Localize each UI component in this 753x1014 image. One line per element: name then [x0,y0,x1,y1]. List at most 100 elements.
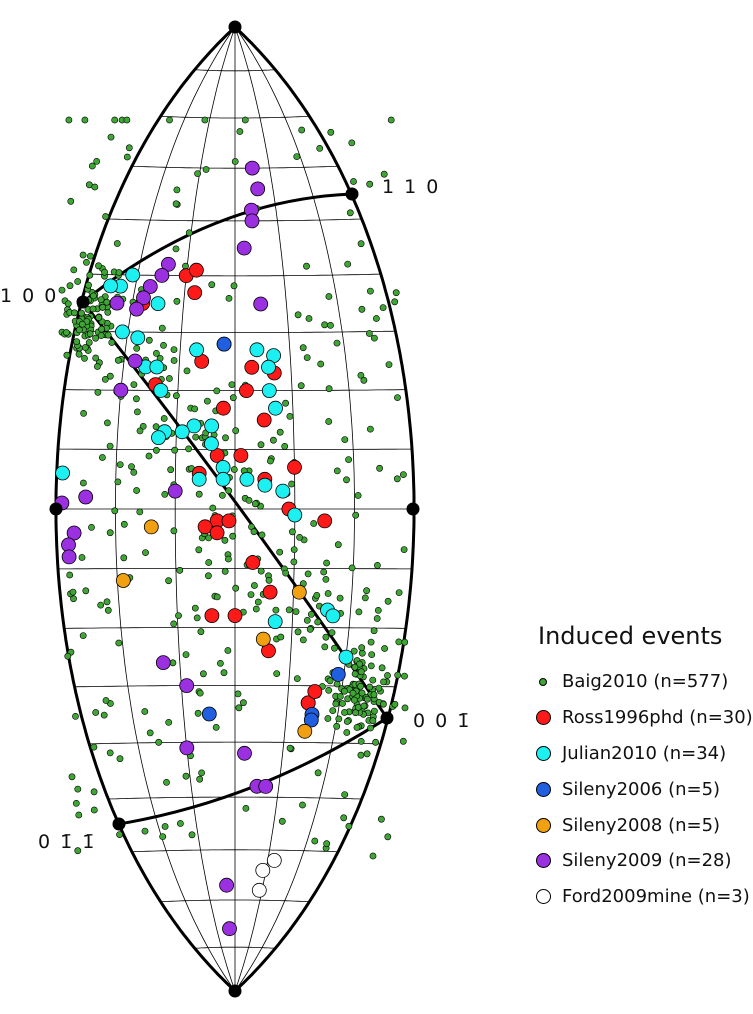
baig2010-point [80,409,87,417]
sileny2009-point [219,877,235,893]
baig2010-point [325,418,333,425]
baig2010-point [176,820,184,827]
baig2010-point [78,309,85,317]
baig2010-point [316,144,324,152]
sileny2009-point [61,549,77,565]
ford2009mine-point [255,863,271,878]
sileny2009-point [258,779,274,794]
baig2010-point [276,548,284,556]
baig2010-point [228,381,236,388]
baig2010-point [327,321,334,329]
baig2010-point [335,715,343,723]
vertex-label-00-1: 0 0 1̄ [413,710,471,732]
sileny2009-point [136,290,151,306]
ross1996phd-point [209,448,225,463]
baig2010-point [325,293,333,300]
sileny2008-point [143,519,159,535]
grid-parallel [194,946,276,949]
baig2010-point [92,354,100,362]
baig2010-point [323,559,330,567]
baig2010-point [276,428,284,436]
baig2010-point [95,262,102,270]
baig2010-point [350,178,357,185]
baig2010-point [103,298,111,306]
baig2010-point [91,183,99,191]
legend-label: Ross1996phd (n=30) [562,707,753,729]
sileny2009-point [160,256,176,272]
legend-marker [528,781,558,797]
julian2010-point [204,418,220,434]
vertex-label-100: 1 0 0 [0,285,58,307]
baig2010-point [170,620,178,628]
baig2010-point [357,668,365,676]
baig2010-point [372,315,380,322]
baig2010-point [370,627,378,635]
baig2010-point [74,278,82,285]
grid-parallel [58,448,412,450]
baig2010-point [399,471,407,478]
baig2010-point [351,670,359,678]
sileny2008-point [115,573,131,588]
julian2010-point [149,359,165,375]
baig2010-point [145,336,153,344]
julian2010-point [191,471,207,487]
vertex-bottom [228,984,242,998]
baig2010-point [392,289,400,297]
baig2010-point [391,700,399,708]
baig2010-point [381,645,388,652]
baig2010-point [66,282,74,290]
baig2010-point [101,375,109,383]
baig2010-point [97,332,105,339]
legend-item-sileny2006: Sileny2006 (n=5) [528,771,753,807]
baig2010-point [229,532,237,540]
legend-item-sileny2009: Sileny2009 (n=28) [528,843,753,879]
ross1996phd-point [287,459,302,475]
baig2010-point [323,840,331,848]
sileny2009-point [222,921,237,937]
sileny2009-point [236,240,252,256]
legend-marker [528,710,558,726]
baig2010-point [232,584,240,592]
baig2010-point [94,363,101,370]
baig2010-point [120,520,128,528]
baig2010-point [384,833,392,841]
baig2010-point [377,815,385,823]
baig2010-point [343,476,350,484]
baig2010-point [384,597,392,605]
baig2010-point [171,446,179,454]
vertex-top [228,20,242,34]
sileny2009-point [167,483,183,499]
sileny2009-point [109,295,125,311]
grid-parallel [160,899,310,903]
baig2010-point [63,351,71,359]
baig2010-point [303,354,311,361]
baig2010-point [358,305,366,313]
baig2010-point [72,713,79,720]
baig2010-point [360,376,368,384]
baig2010-point [141,827,149,835]
baig2010-point [368,651,376,658]
baig2010-point [198,769,205,777]
baig2010-point [82,587,90,595]
baig2010-point [199,670,207,678]
baig2010-point [165,577,172,585]
sileny2006-point [303,712,319,728]
baig2010-point [299,636,307,644]
baig2010-point [79,632,87,639]
baig2010-point [182,651,190,658]
baig2010-point [374,607,382,614]
ross1996phd-point [238,383,254,399]
sileny2009-point [237,745,252,761]
baig2010-point [235,704,243,712]
baig2010-point [348,139,356,147]
baig2010-point [357,738,365,745]
baig2010-point [349,689,357,697]
baig2010-point [116,831,123,838]
baig2010-point [66,571,74,579]
baig2010-point [320,568,328,576]
baig2010-point [88,524,95,531]
baig2010-point [288,528,296,536]
baig2010-point [350,647,358,655]
legend-label: Sileny2006 (n=5) [562,778,721,800]
baig2010-point [313,592,321,599]
